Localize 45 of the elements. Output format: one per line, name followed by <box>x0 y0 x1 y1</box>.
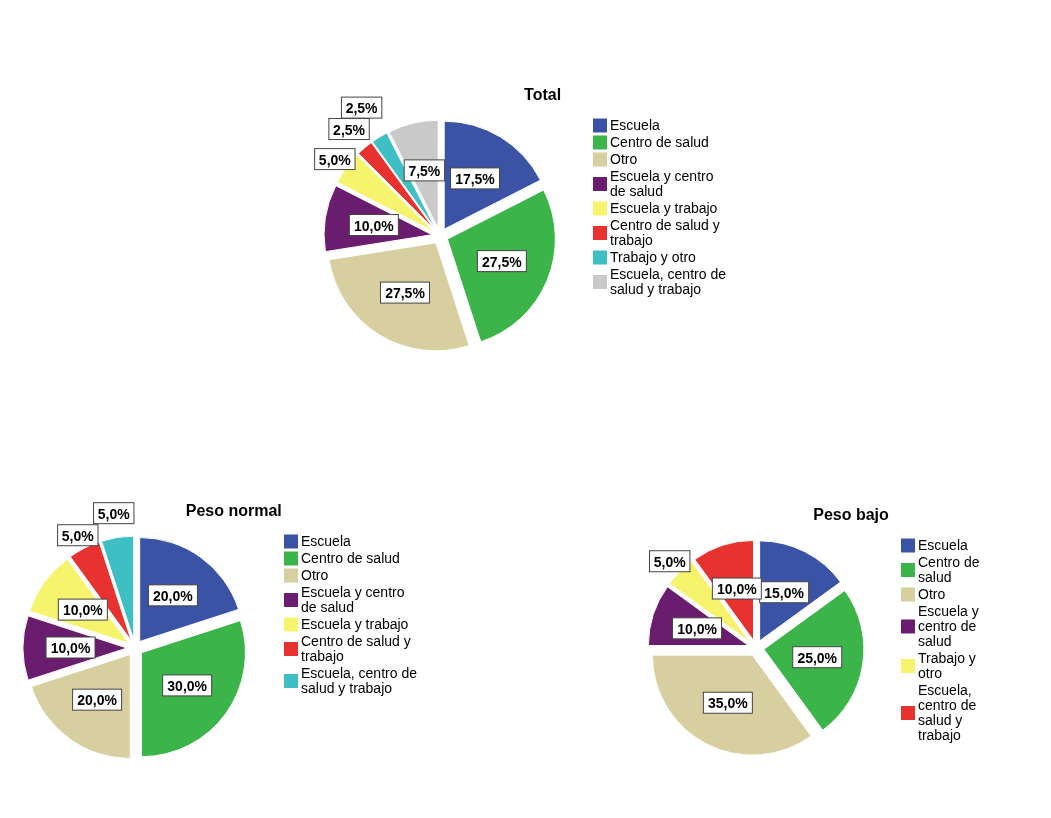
data-label: 20,0% <box>77 692 118 709</box>
legend-label: Centro de salud y trabajo <box>301 633 411 664</box>
data-label: 5,0% <box>318 151 352 168</box>
legend-label: Centro de salud y trabajo <box>610 217 720 248</box>
legend-label: Centro de salud <box>301 550 400 566</box>
legend-label: Escuela, centro de salud y trabajo <box>301 665 418 696</box>
legend-label: Otro <box>918 586 946 602</box>
data-label: 5,0% <box>653 553 687 570</box>
data-label: 10,0% <box>716 581 758 598</box>
legend-label: Escuela <box>610 117 661 133</box>
legend-label: Escuela <box>918 537 969 553</box>
data-label: 27,5% <box>482 253 523 270</box>
data-label: 10,0% <box>677 620 718 637</box>
data-label: 7,5% <box>408 162 441 179</box>
legend-label: Otro <box>301 567 329 583</box>
data-label: 20,0% <box>153 587 194 604</box>
legend-label: Escuela, centro de salud y trabajo <box>918 682 977 743</box>
legend-label: Escuela y centro de salud <box>610 168 714 199</box>
data-label: 5,0% <box>61 527 95 544</box>
data-label: 25,0% <box>797 649 838 666</box>
legend-label: Centro de salud <box>610 134 709 150</box>
legend-label: Escuela <box>301 533 352 549</box>
data-label: 27,5% <box>385 285 426 302</box>
legend-label: Centro de salud <box>918 554 980 585</box>
data-label: 2,5% <box>345 100 379 117</box>
legend-label: Trabajo y otro <box>918 650 976 681</box>
chart-title: Total <box>524 86 562 103</box>
legend-label: Escuela y trabajo <box>301 616 409 632</box>
data-label: 10,0% <box>50 640 91 656</box>
data-label: 30,0% <box>167 677 208 694</box>
chart-title: Peso normal <box>185 502 282 519</box>
data-label: 15,0% <box>764 584 805 601</box>
data-label: 2,5% <box>333 121 366 138</box>
data-label: 10,0% <box>354 217 395 234</box>
data-label: 10,0% <box>62 602 104 619</box>
legend-label: Trabajo y otro <box>610 249 697 265</box>
chart-title: Peso bajo <box>813 506 890 523</box>
legend-label: Escuela, centro de salud y trabajo <box>610 266 727 297</box>
legend-label: Otro <box>610 151 638 167</box>
data-label: 35,0% <box>708 695 749 712</box>
legend-label: Escuela y centro de salud <box>301 584 405 615</box>
legend-label: Escuela y trabajo <box>610 200 718 216</box>
legend-label: Escuela y centro de salud <box>918 603 979 649</box>
data-label: 5,0% <box>97 505 131 522</box>
data-label: 17,5% <box>455 170 496 187</box>
